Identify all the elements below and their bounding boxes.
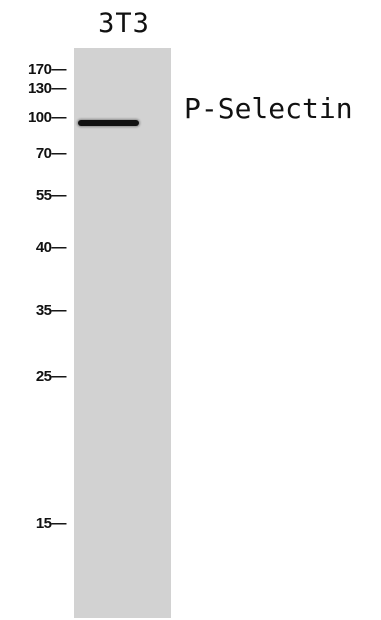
marker-35: 35— bbox=[35, 302, 67, 319]
marker-170: 170— bbox=[27, 61, 67, 78]
marker-100: 100— bbox=[27, 109, 67, 126]
protein-label: P-Selectin bbox=[184, 92, 353, 125]
marker-40: 40— bbox=[35, 239, 67, 256]
protein-band bbox=[78, 120, 139, 126]
marker-55: 55— bbox=[35, 187, 67, 204]
marker-15: 15— bbox=[35, 515, 67, 532]
gel-lane bbox=[74, 48, 171, 618]
marker-70: 70— bbox=[35, 145, 67, 162]
marker-25: 25— bbox=[35, 368, 67, 385]
marker-130: 130— bbox=[27, 80, 67, 97]
lane-label: 3T3 bbox=[98, 8, 150, 39]
